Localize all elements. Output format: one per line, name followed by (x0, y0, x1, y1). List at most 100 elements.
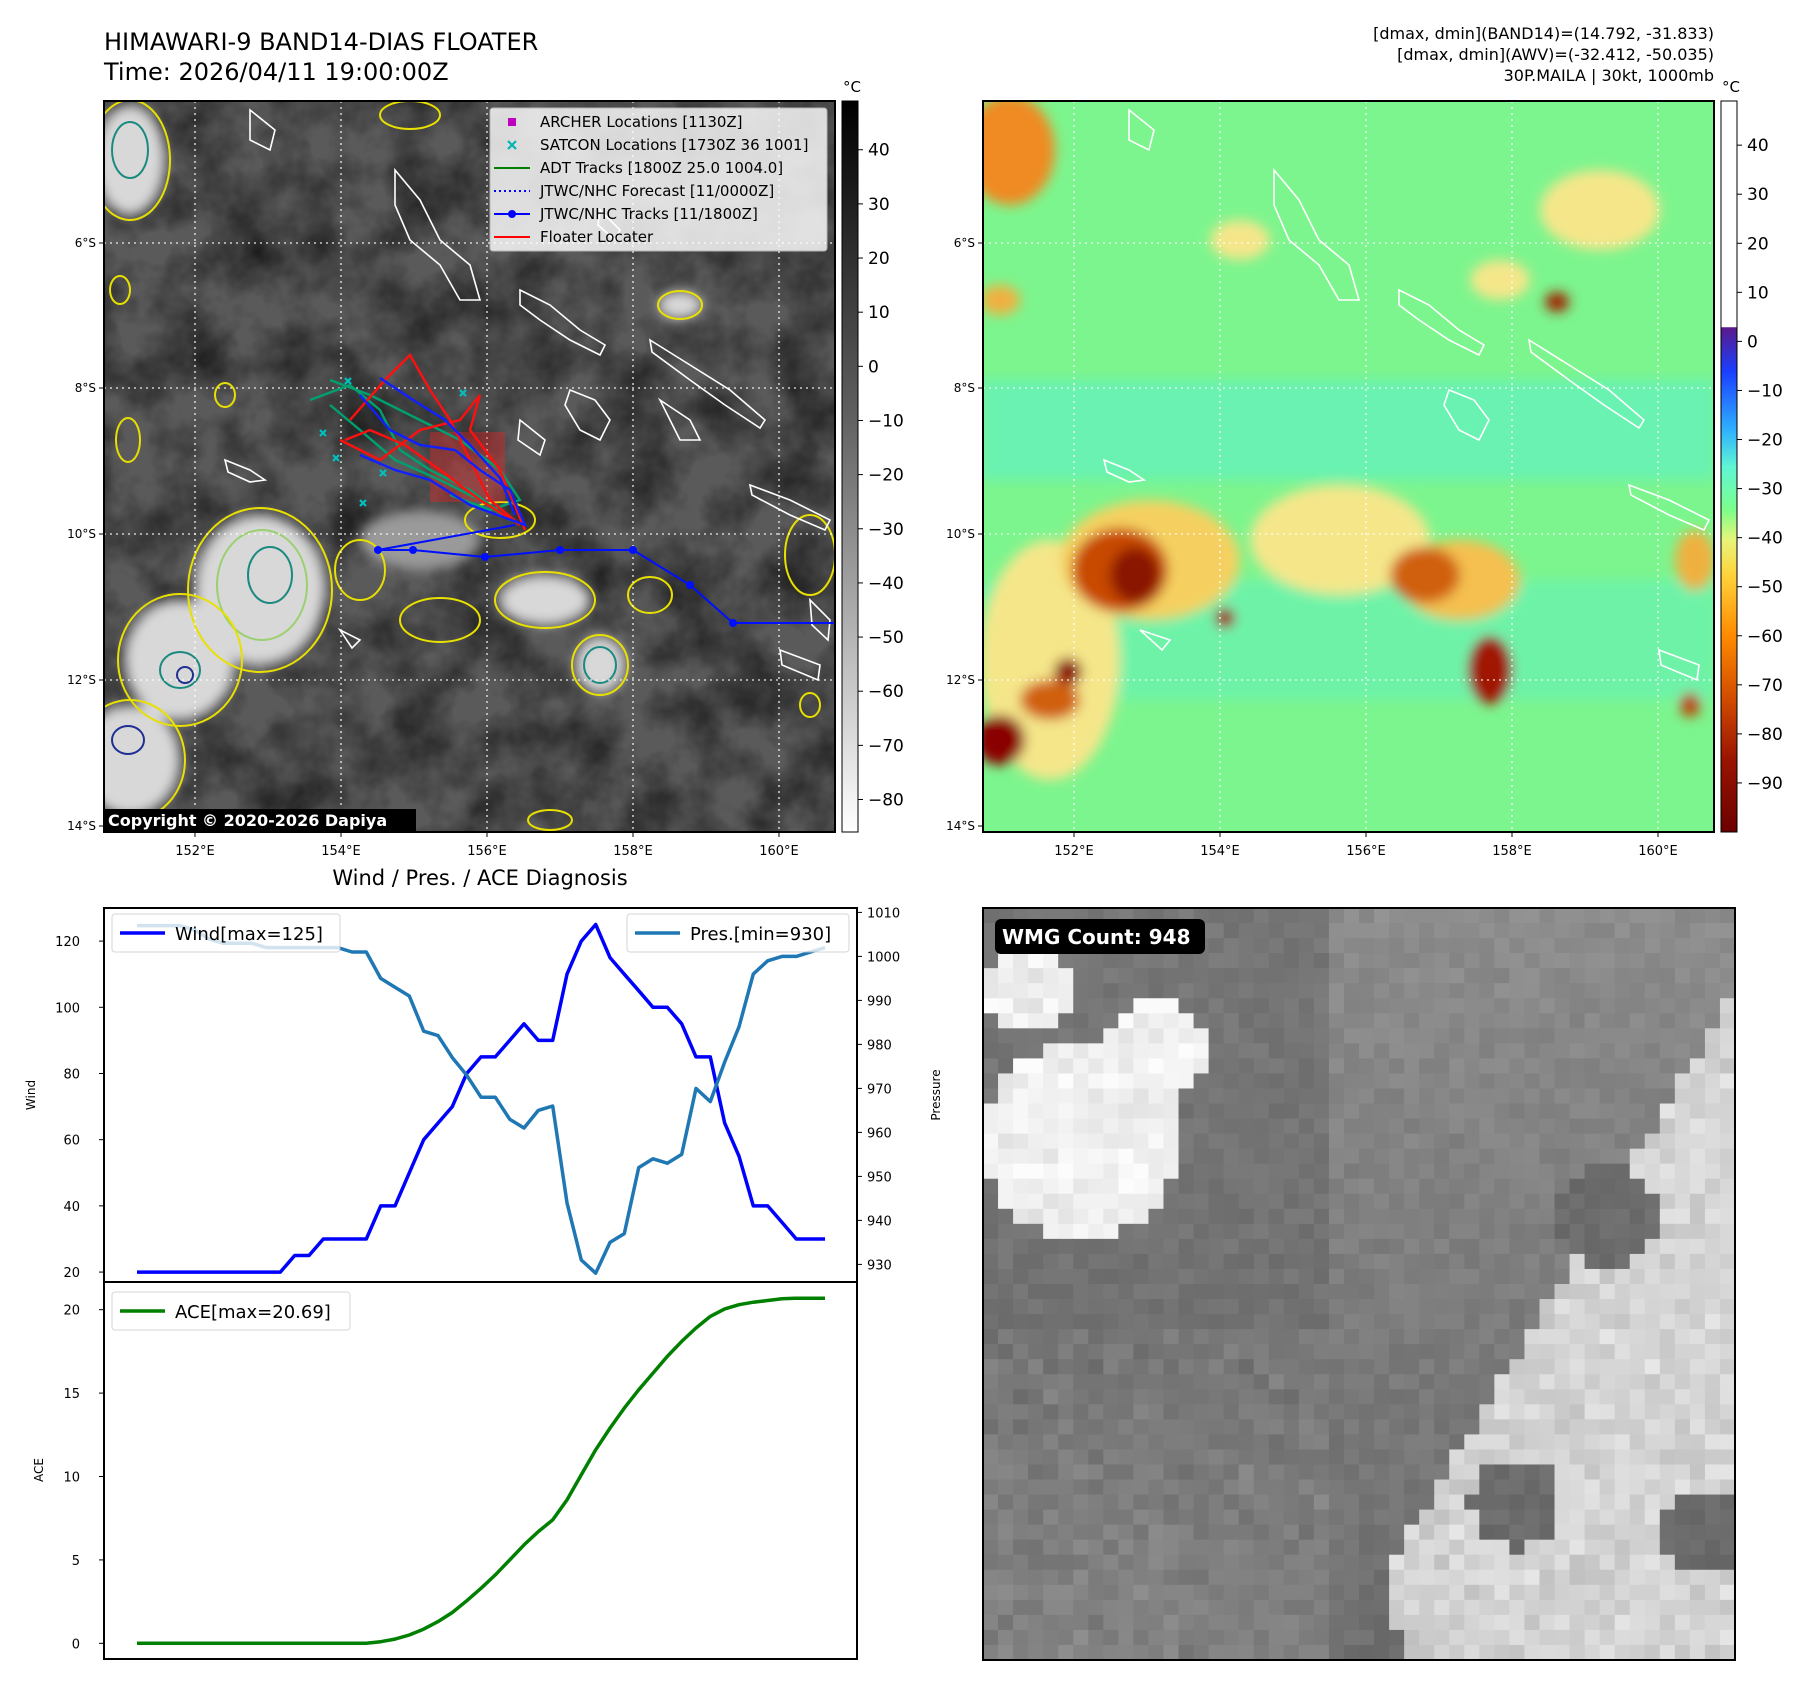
lon-tick-label: 152°E (1054, 844, 1094, 859)
ir-lat-ticks: 6°S 8°S 10°S 12°S 14°S (67, 236, 104, 833)
colorbar-tick-label: 20 (868, 249, 890, 269)
copyright-label: Copyright © 2020-2026 Dapiya (108, 811, 387, 830)
legend-entry: JTWC/NHC Forecast [11/0000Z] (494, 182, 774, 200)
y-tick-label: 1010 (867, 906, 900, 921)
colorbar-tick-label: −70 (1747, 676, 1783, 696)
figure-time: Time: 2026/04/11 19:00:00Z (103, 58, 449, 86)
colorbar-tick-label: −30 (868, 520, 904, 540)
wind-legend: Wind[max=125] (111, 913, 341, 953)
lat-tick-label: 14°S (67, 819, 96, 833)
lon-tick-label: 160°E (759, 844, 799, 859)
lon-tick-label: 152°E (175, 844, 215, 859)
lat-tick-label: 12°S (67, 673, 96, 687)
y-tick-label: 100 (55, 1001, 80, 1016)
colorbar-tick-label: −10 (1747, 381, 1783, 401)
ace-legend: ACE[max=20.69] (111, 1291, 351, 1331)
colorbar-tick-label: −20 (1747, 431, 1783, 451)
awv-lon-ticks: 152°E 154°E 156°E 158°E 160°E (1054, 832, 1678, 859)
lat-tick-label: 8°S (954, 381, 975, 395)
lat-tick-label: 6°S (954, 236, 975, 250)
wmg-count-label: WMG Count: 948 (1002, 925, 1191, 949)
y-tick-label: 940 (867, 1214, 892, 1229)
y-tick-label: 10 (63, 1471, 80, 1486)
lat-tick-label: 10°S (67, 527, 96, 541)
colorbar-tick-label: 10 (1747, 283, 1769, 303)
lon-tick-label: 156°E (467, 844, 507, 859)
y-tick-label: 1000 (867, 950, 900, 965)
colorbar-tick-label: −80 (868, 791, 904, 811)
awv-colorbar-unit: °C (1722, 78, 1740, 96)
info-line-band14: [dmax, dmin](BAND14)=(14.792, -31.833) (1373, 24, 1714, 43)
legend-entry-label: Floater Locater (540, 228, 654, 246)
colorbar-tick-label: −80 (1747, 725, 1783, 745)
ir-colorbar (841, 100, 859, 833)
y-tick-label: 950 (867, 1170, 892, 1185)
lon-tick-label: 154°E (321, 844, 361, 859)
colorbar-tick-label: −40 (1747, 529, 1783, 549)
colorbar-tick-label: 40 (868, 141, 890, 161)
wind-legend-label: Wind[max=125] (175, 924, 323, 945)
lat-tick-label: 10°S (946, 527, 975, 541)
legend-entry-label: JTWC/NHC Tracks [11/1800Z] (539, 205, 758, 223)
legend-entry-label: ADT Tracks [1800Z 25.0 1004.0] (540, 159, 783, 177)
legend-entry: ADT Tracks [1800Z 25.0 1004.0] (494, 159, 783, 177)
lat-tick-label: 8°S (75, 381, 96, 395)
ir-colorbar-unit: °C (843, 78, 861, 96)
lat-tick-label: 14°S (946, 819, 975, 833)
y-tick-label: 960 (867, 1126, 892, 1141)
lat-tick-label: 6°S (75, 236, 96, 250)
lat-tick-label: 12°S (946, 673, 975, 687)
colorbar-tick-label: −90 (1747, 774, 1783, 794)
colorbar-tick-label: −50 (1747, 578, 1783, 598)
colorbar-tick-label: −20 (868, 466, 904, 486)
y-tick-label: 980 (867, 1038, 892, 1053)
diagnosis-panel: Wind / Pres. / ACE Diagnosis 20406080100… (24, 866, 943, 1660)
legend-entry: ARCHER Locations [1130Z] (508, 113, 743, 131)
colorbar-tick-label: 30 (1747, 185, 1769, 205)
y-tick-label: 990 (867, 994, 892, 1009)
y-tick-label: 5 (72, 1554, 80, 1569)
info-line-storm: 30P.MAILA | 30kt, 1000mb (1504, 66, 1714, 85)
legend-entry: Floater Locater (494, 228, 654, 246)
ir-map-panel: Copyright © 2020-2026 Dapiya ARCHER Loca… (67, 78, 904, 859)
ir-colorbar-ticks: 40 30 20 10 0 −10 −20 −30 −40 −50 −60 −70 −80 (858, 141, 904, 811)
lon-tick-label: 160°E (1638, 844, 1678, 859)
diagnosis-title: Wind / Pres. / ACE Diagnosis (332, 866, 627, 890)
jtwc-track (374, 524, 835, 627)
legend-entry-label: JTWC/NHC Forecast [11/0000Z] (539, 182, 774, 200)
wind-series-line (137, 922, 825, 1274)
lon-tick-label: 158°E (1492, 844, 1532, 859)
wmg-panel: WMG Count: 948 (982, 907, 1736, 1661)
lon-tick-label: 154°E (1200, 844, 1240, 859)
pressure-axis-label: Pressure (929, 1069, 943, 1120)
ace-axis-label: ACE (32, 1458, 46, 1482)
y-tick-label: 930 (867, 1258, 892, 1273)
colorbar-tick-label: −60 (868, 682, 904, 702)
colorbar-tick-label: 0 (1747, 332, 1758, 352)
y-tick-label: 0 (72, 1637, 80, 1652)
lon-tick-label: 158°E (613, 844, 653, 859)
y-tick-label: 20 (63, 1266, 80, 1281)
y-tick-label: 80 (63, 1067, 80, 1082)
figure-title: HIMAWARI-9 BAND14-DIAS FLOATER (104, 28, 538, 56)
wind-yaxis-ticks: 20 40 60 80 100 120 (55, 935, 104, 1281)
y-tick-label: 60 (63, 1134, 80, 1149)
colorbar-tick-label: 10 (868, 303, 890, 323)
y-tick-label: 120 (55, 935, 80, 950)
ace-legend-label: ACE[max=20.69] (175, 1302, 331, 1323)
wind-axis-label: Wind (24, 1080, 38, 1110)
legend-entry-label: SATCON Locations [1730Z 36 1001] (540, 136, 808, 154)
legend-entry: JTWC/NHC Tracks [11/1800Z] (494, 205, 758, 223)
legend-entry: SATCON Locations [1730Z 36 1001] (507, 136, 808, 154)
colorbar-tick-label: −60 (1747, 627, 1783, 647)
y-tick-label: 970 (867, 1082, 892, 1097)
awv-map-panel: 152°E 154°E 156°E 158°E 160°E 6°S 8°S 10°S 12°S… (946, 78, 1783, 859)
colorbar-tick-label: −30 (1747, 480, 1783, 500)
pressure-yaxis-ticks: 930 940 950 960 970 980 990 1000 1010 (857, 906, 900, 1273)
lon-tick-label: 156°E (1346, 844, 1386, 859)
ir-lon-ticks: 152°E 154°E 156°E 158°E 160°E (175, 832, 799, 859)
y-tick-label: 15 (63, 1387, 80, 1402)
colorbar-tick-label: 30 (868, 195, 890, 215)
colorbar-tick-label: −10 (868, 411, 904, 431)
